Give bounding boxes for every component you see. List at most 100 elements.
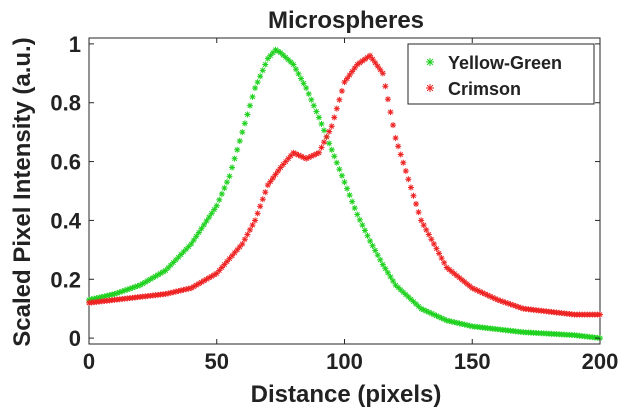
- data-point: [361, 227, 368, 234]
- data-point: [290, 61, 297, 68]
- data-point: [193, 233, 200, 240]
- data-point: [298, 75, 305, 82]
- y-axis: 0 0.2 0.4 0.6 0.8 1: [50, 32, 600, 351]
- data-point: [341, 179, 348, 186]
- data-point: [211, 271, 218, 278]
- data-point: [390, 122, 397, 129]
- series-layer: [86, 46, 603, 342]
- data-point: [313, 108, 320, 115]
- data-point: [229, 164, 236, 171]
- data-point: [218, 190, 225, 197]
- data-point: [428, 236, 435, 243]
- data-point: [144, 277, 151, 284]
- x-axis: 0 50 100 150 200: [83, 38, 618, 374]
- data-point: [267, 178, 274, 185]
- data-point: [300, 80, 307, 87]
- data-point: [392, 135, 399, 142]
- data-point: [149, 274, 156, 281]
- legend-label: Crimson: [448, 79, 521, 99]
- data-point: [277, 164, 284, 171]
- data-point: [223, 179, 230, 186]
- data-point: [333, 159, 340, 166]
- data-point: [203, 218, 210, 225]
- data-point: [323, 133, 330, 140]
- data-point: [430, 240, 437, 247]
- data-point: [236, 243, 243, 250]
- data-point: [246, 102, 253, 109]
- data-point: [303, 85, 310, 92]
- data-point: [420, 222, 427, 229]
- data-point: [234, 146, 241, 153]
- data-point: [310, 102, 317, 109]
- data-point: [367, 52, 374, 59]
- data-point: [349, 198, 356, 205]
- data-point: [336, 166, 343, 173]
- data-point: [351, 205, 358, 212]
- data-point: [231, 249, 238, 256]
- data-point: [305, 90, 312, 97]
- series-1: [86, 52, 603, 318]
- data-point: [390, 278, 397, 285]
- data-point: [405, 176, 412, 183]
- legend-marker: [426, 58, 434, 66]
- data-point: [213, 202, 220, 209]
- data-point: [382, 265, 389, 272]
- data-point: [262, 61, 269, 68]
- data-point: [116, 289, 123, 296]
- data-point: [410, 192, 417, 199]
- data-point: [328, 146, 335, 153]
- chart-title: Microspheres: [268, 7, 424, 34]
- data-point: [275, 167, 282, 174]
- data-point: [397, 151, 404, 158]
- data-point: [244, 111, 251, 118]
- data-point: [239, 240, 246, 247]
- data-point: [259, 196, 266, 203]
- data-point: [226, 173, 233, 180]
- data-point: [441, 259, 448, 266]
- data-point: [413, 200, 420, 207]
- data-point: [264, 182, 271, 189]
- data-point: [259, 67, 266, 74]
- data-point: [272, 171, 279, 178]
- data-point: [206, 214, 213, 221]
- data-point: [423, 226, 430, 233]
- data-point: [379, 70, 386, 77]
- data-point: [597, 311, 603, 318]
- data-point: [257, 73, 264, 80]
- x-tick-label: 0: [83, 349, 95, 374]
- y-tick-label: 0.8: [50, 91, 81, 116]
- data-point: [351, 65, 358, 72]
- data-point: [254, 79, 261, 86]
- data-point: [257, 203, 264, 210]
- y-tick-label: 0.2: [50, 267, 81, 292]
- data-point: [415, 209, 422, 216]
- data-point: [244, 231, 251, 238]
- data-point: [252, 217, 259, 224]
- legend-label: Yellow-Green: [448, 53, 562, 73]
- data-point: [354, 211, 361, 218]
- data-point: [374, 252, 381, 259]
- data-point: [241, 236, 248, 243]
- data-point: [269, 175, 276, 182]
- data-point: [216, 196, 223, 203]
- data-point: [438, 255, 445, 262]
- y-tick-label: 0.4: [50, 208, 81, 233]
- data-point: [369, 56, 376, 63]
- data-point: [369, 242, 376, 249]
- series-0: [86, 46, 603, 342]
- data-point: [333, 105, 340, 112]
- data-point: [137, 282, 144, 289]
- y-tick-label: 0: [69, 326, 81, 351]
- data-point: [326, 128, 333, 135]
- data-point: [364, 232, 371, 239]
- data-point: [384, 269, 391, 276]
- data-point: [328, 123, 335, 130]
- data-point: [407, 296, 414, 303]
- data-point: [418, 217, 425, 224]
- data-point: [198, 225, 205, 232]
- data-point: [344, 75, 351, 82]
- data-point: [382, 83, 389, 90]
- data-point: [344, 185, 351, 192]
- data-point: [315, 149, 322, 156]
